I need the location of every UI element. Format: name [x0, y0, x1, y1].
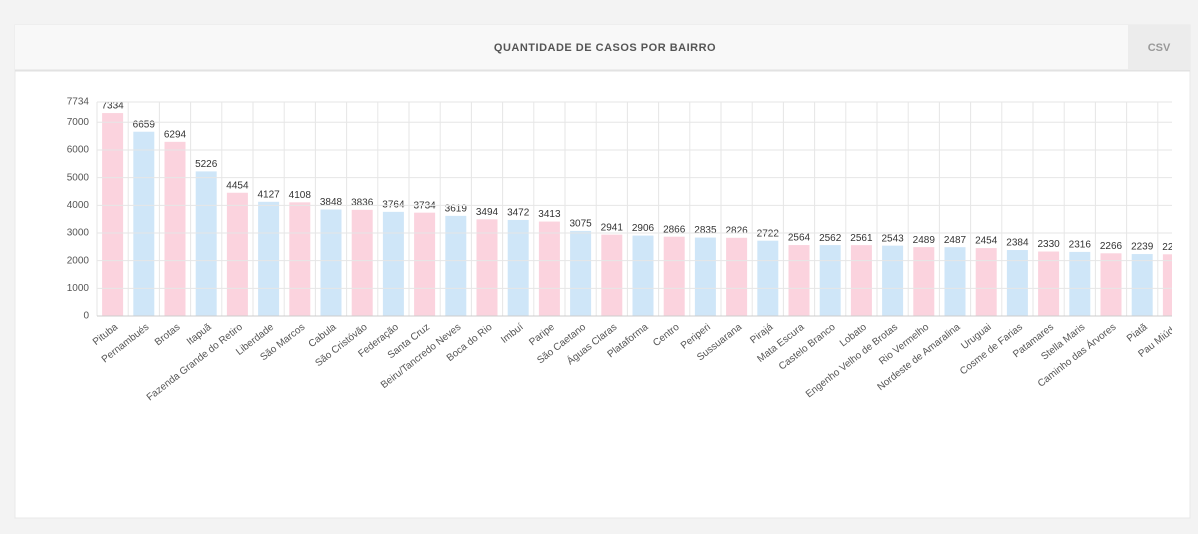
- chart-title: QUANTIDADE DE CASOS POR BAIRRO: [494, 42, 716, 54]
- bar: [164, 141, 186, 316]
- bar: [1162, 254, 1172, 316]
- y-tick-label: 1000: [67, 283, 90, 294]
- data-label: 2941: [601, 222, 624, 233]
- y-tick-label: 3000: [67, 228, 90, 239]
- data-label: 2316: [1069, 240, 1092, 251]
- data-label: 2561: [850, 233, 873, 244]
- data-label: 2543: [881, 233, 904, 244]
- data-label: 3075: [569, 219, 592, 230]
- bar: [258, 201, 280, 316]
- data-label: 2489: [913, 235, 936, 246]
- data-label: 2330: [1037, 239, 1060, 250]
- y-tick-label: 7000: [67, 117, 90, 128]
- bar: [414, 212, 436, 316]
- bar: [102, 113, 124, 316]
- data-label: 2835: [694, 225, 717, 236]
- bar: [1069, 251, 1091, 316]
- y-tick-label: 6000: [67, 145, 90, 156]
- bar: [1100, 253, 1122, 316]
- bar: [819, 245, 841, 316]
- csv-button[interactable]: [1128, 25, 1190, 70]
- data-label: 2384: [1006, 238, 1029, 249]
- bar: [694, 237, 716, 316]
- data-label: 2906: [632, 223, 655, 234]
- data-label: 2562: [819, 233, 842, 244]
- y-tick-label: 4000: [67, 200, 90, 211]
- y-tick-label: 5000: [67, 172, 90, 183]
- bar: [226, 192, 248, 316]
- data-label: 6659: [133, 119, 156, 130]
- bar: [195, 171, 217, 316]
- data-label: 7334: [101, 101, 124, 112]
- bar: [632, 235, 654, 316]
- data-label: 4108: [289, 190, 312, 201]
- bar: [570, 230, 592, 316]
- data-label: 2266: [1100, 241, 1123, 252]
- data-label: 6294: [164, 129, 187, 140]
- csv-label[interactable]: CSV: [1148, 42, 1171, 54]
- bar: [882, 245, 904, 316]
- bar: [507, 219, 529, 316]
- bar: [538, 221, 560, 316]
- bar: [850, 245, 872, 316]
- bar: [726, 237, 748, 316]
- bar: [476, 219, 498, 316]
- data-label: 2454: [975, 236, 998, 247]
- data-label: 3848: [320, 197, 343, 208]
- data-label: 2239: [1131, 242, 1154, 253]
- data-label: 3734: [413, 200, 436, 211]
- bar: [788, 245, 810, 316]
- bar: [601, 234, 623, 316]
- data-label: 3413: [538, 209, 561, 220]
- y-tick-label: 2000: [67, 255, 90, 266]
- data-label: 2826: [725, 225, 748, 236]
- y-tick-label: 7734: [67, 97, 90, 108]
- data-label: 4127: [257, 189, 280, 200]
- y-tick-label: 0: [83, 311, 89, 322]
- data-label: 3472: [507, 208, 530, 219]
- card-header: [15, 25, 1190, 70]
- data-label: 2866: [663, 224, 686, 235]
- bar: [351, 209, 373, 316]
- bar: [1131, 254, 1153, 316]
- bar: [757, 240, 779, 316]
- data-label: 5226: [195, 159, 218, 170]
- data-label: 3836: [351, 197, 374, 208]
- bar: [289, 202, 311, 316]
- data-label: 2230: [1162, 242, 1185, 253]
- bar: [445, 215, 467, 316]
- bar: [320, 209, 342, 316]
- data-label: 3494: [476, 207, 499, 218]
- bar: [975, 248, 997, 316]
- bar: [382, 211, 404, 316]
- data-label: 2487: [944, 235, 967, 246]
- bar: [913, 247, 935, 316]
- data-label: 4454: [226, 180, 249, 191]
- data-label: 3619: [445, 204, 468, 215]
- bar: [944, 247, 966, 316]
- bar: [1038, 251, 1060, 316]
- bar: [663, 236, 685, 316]
- bar: [1006, 250, 1028, 316]
- data-label: 2722: [757, 228, 780, 239]
- data-label: 2564: [788, 233, 811, 244]
